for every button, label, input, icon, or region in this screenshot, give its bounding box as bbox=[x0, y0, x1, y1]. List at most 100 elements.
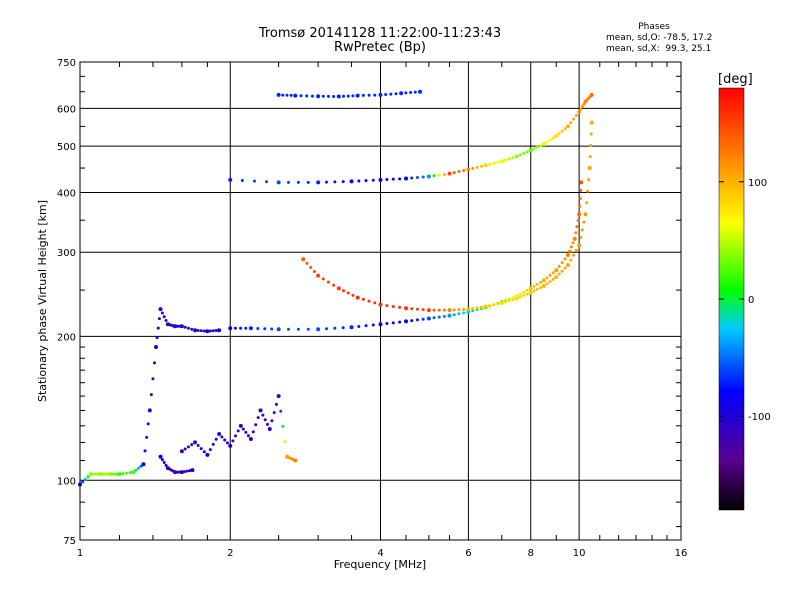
data-point bbox=[301, 257, 306, 262]
data-point bbox=[577, 109, 582, 114]
data-point bbox=[398, 305, 402, 309]
data-point bbox=[432, 174, 436, 178]
data-point bbox=[483, 163, 488, 168]
data-point bbox=[183, 325, 187, 329]
data-point bbox=[504, 158, 508, 162]
data-point bbox=[324, 327, 328, 331]
data-point bbox=[299, 94, 303, 98]
scatter-series bbox=[276, 89, 423, 99]
data-point bbox=[81, 480, 85, 484]
data-point bbox=[349, 325, 354, 330]
data-point bbox=[457, 308, 461, 312]
data-point bbox=[582, 220, 586, 224]
y-tick-label: 400 bbox=[57, 188, 76, 199]
data-point bbox=[525, 288, 529, 292]
data-point bbox=[384, 93, 388, 97]
data-point bbox=[574, 248, 578, 252]
data-point bbox=[346, 94, 350, 98]
data-point bbox=[361, 93, 365, 97]
data-point bbox=[399, 91, 404, 96]
scatter-points bbox=[78, 89, 594, 487]
data-point bbox=[364, 324, 368, 328]
data-point bbox=[479, 164, 483, 168]
data-point bbox=[131, 470, 136, 475]
data-point bbox=[577, 212, 582, 217]
data-point bbox=[183, 447, 187, 451]
data-point bbox=[545, 276, 549, 280]
data-point bbox=[385, 322, 389, 326]
data-point bbox=[121, 472, 125, 476]
data-point bbox=[220, 435, 224, 439]
data-point bbox=[228, 443, 233, 448]
data-point bbox=[217, 431, 222, 436]
data-point bbox=[457, 312, 461, 316]
data-point bbox=[574, 231, 578, 235]
data-point bbox=[125, 471, 129, 475]
data-point bbox=[355, 295, 360, 300]
data-point bbox=[321, 94, 325, 98]
data-point bbox=[378, 322, 383, 327]
data-point bbox=[551, 277, 555, 281]
data-point bbox=[160, 311, 164, 315]
data-point bbox=[426, 308, 431, 313]
data-point bbox=[228, 326, 233, 331]
scatter-series bbox=[301, 120, 594, 313]
data-point bbox=[572, 117, 576, 121]
data-point bbox=[101, 472, 105, 476]
data-point bbox=[541, 142, 546, 147]
data-point bbox=[483, 304, 488, 309]
data-point bbox=[560, 129, 564, 133]
data-point bbox=[532, 284, 536, 288]
data-point bbox=[248, 436, 253, 441]
chart-subtitle: RwPretec (Bp) bbox=[333, 40, 427, 55]
phase-stats-x: mean, sd,X: 99.3, 25.1 bbox=[606, 44, 712, 54]
data-point bbox=[306, 180, 310, 184]
data-point bbox=[158, 454, 163, 459]
data-point bbox=[404, 91, 408, 95]
data-point bbox=[136, 466, 140, 470]
data-point bbox=[256, 416, 260, 420]
data-point bbox=[202, 450, 206, 454]
scatter-series bbox=[78, 307, 222, 487]
phases-stats-label: Phases bbox=[638, 22, 670, 32]
data-point bbox=[518, 153, 522, 157]
y-axis-label: Stationary phase Virtual Height [km] bbox=[36, 200, 49, 402]
y-tick-label: 750 bbox=[57, 58, 76, 69]
data-point bbox=[507, 157, 511, 161]
data-point bbox=[305, 261, 309, 265]
data-point bbox=[141, 462, 146, 467]
data-point bbox=[504, 300, 508, 304]
data-point bbox=[421, 308, 425, 312]
data-point bbox=[326, 280, 330, 284]
data-point bbox=[341, 180, 345, 184]
data-point bbox=[239, 326, 243, 330]
data-point bbox=[256, 326, 260, 330]
data-point bbox=[462, 168, 466, 172]
data-point bbox=[579, 180, 584, 185]
data-point bbox=[111, 472, 115, 476]
data-point bbox=[151, 377, 155, 381]
data-point bbox=[518, 292, 522, 296]
data-point bbox=[342, 289, 346, 293]
data-point bbox=[541, 283, 546, 288]
data-point bbox=[286, 327, 290, 331]
data-point bbox=[190, 468, 195, 473]
data-point bbox=[588, 155, 592, 159]
data-point bbox=[316, 327, 321, 332]
data-point bbox=[452, 313, 456, 317]
data-point bbox=[145, 435, 149, 439]
data-point bbox=[462, 311, 466, 315]
data-point bbox=[349, 179, 354, 184]
data-point bbox=[522, 294, 526, 298]
data-point bbox=[563, 257, 567, 261]
data-point bbox=[569, 121, 573, 125]
data-point bbox=[270, 419, 274, 423]
data-point bbox=[539, 280, 543, 284]
data-point bbox=[426, 316, 431, 321]
data-point bbox=[410, 319, 414, 323]
data-point bbox=[589, 143, 593, 147]
data-point bbox=[578, 196, 582, 200]
data-point bbox=[321, 277, 325, 281]
data-point bbox=[357, 325, 361, 329]
